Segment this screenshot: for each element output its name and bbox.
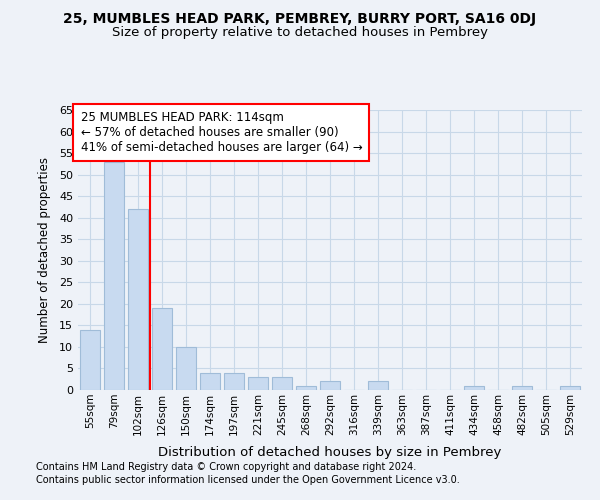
Text: Size of property relative to detached houses in Pembrey: Size of property relative to detached ho… [112, 26, 488, 39]
Bar [368, 382, 388, 390]
Bar [296, 386, 316, 390]
Bar [464, 386, 484, 390]
Bar [104, 162, 124, 390]
X-axis label: Distribution of detached houses by size in Pembrey: Distribution of detached houses by size … [158, 446, 502, 459]
Bar [152, 308, 172, 390]
Y-axis label: Number of detached properties: Number of detached properties [38, 157, 50, 343]
Bar [248, 377, 268, 390]
Bar [224, 373, 244, 390]
Bar [320, 382, 340, 390]
Bar [128, 209, 148, 390]
Bar [512, 386, 532, 390]
Text: 25, MUMBLES HEAD PARK, PEMBREY, BURRY PORT, SA16 0DJ: 25, MUMBLES HEAD PARK, PEMBREY, BURRY PO… [64, 12, 536, 26]
Bar [272, 377, 292, 390]
Bar [560, 386, 580, 390]
Bar [200, 373, 220, 390]
Text: Contains public sector information licensed under the Open Government Licence v3: Contains public sector information licen… [36, 475, 460, 485]
Bar [176, 347, 196, 390]
Text: Contains HM Land Registry data © Crown copyright and database right 2024.: Contains HM Land Registry data © Crown c… [36, 462, 416, 472]
Text: 25 MUMBLES HEAD PARK: 114sqm
← 57% of detached houses are smaller (90)
41% of se: 25 MUMBLES HEAD PARK: 114sqm ← 57% of de… [80, 112, 362, 154]
Bar [80, 330, 100, 390]
